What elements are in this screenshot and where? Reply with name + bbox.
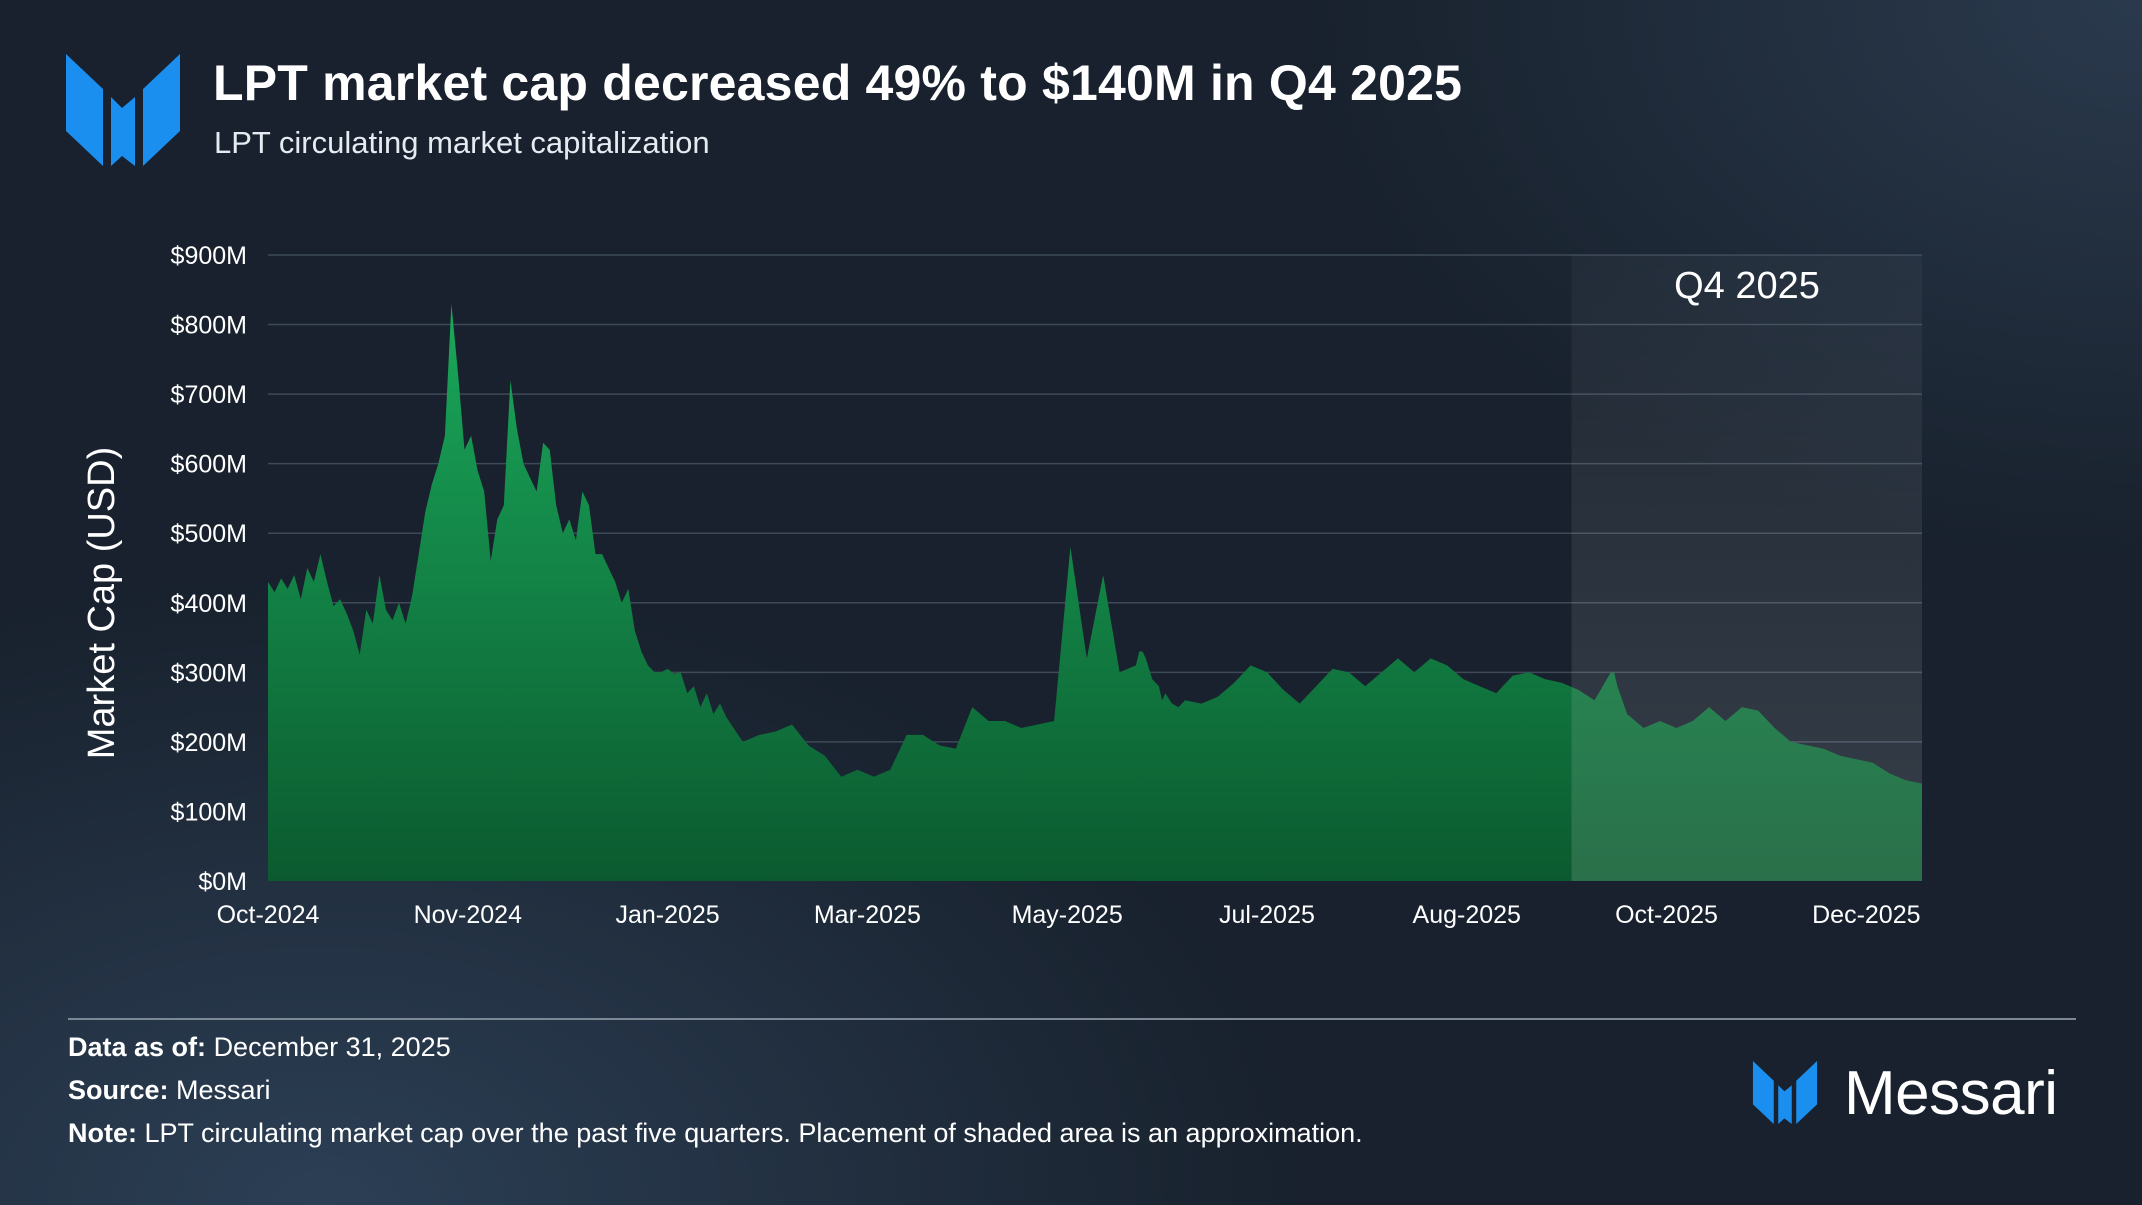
- market-cap-area-series: [268, 303, 1922, 881]
- source-label: Source:: [68, 1075, 169, 1105]
- messari-brand-name: Messari: [1844, 1059, 2058, 1128]
- page-subtitle: LPT circulating market capitalization: [214, 125, 710, 160]
- q4-2025-label: Q4 2025: [1674, 265, 1820, 307]
- x-tick-label: Oct-2025: [1615, 901, 1718, 929]
- market-cap-chart: $0M $100M $200M $300M $400M $500M $600M $700M $8…: [81, 242, 1922, 929]
- note-label: Note:: [68, 1118, 137, 1148]
- x-tick-label: May-2025: [1012, 901, 1123, 929]
- data-as-of-label: Data as of:: [68, 1032, 207, 1062]
- y-axis-label: Market Cap (USD): [81, 447, 123, 760]
- y-tick-label: $400M: [171, 590, 247, 618]
- messari-brand-icon: [1752, 1061, 1818, 1124]
- data-as-of-value: December 31, 2025: [213, 1032, 451, 1062]
- x-tick-label: Dec-2025: [1812, 901, 1920, 929]
- note-value: LPT circulating market cap over the past…: [144, 1118, 1363, 1148]
- y-tick-label: $0M: [198, 868, 247, 896]
- x-tick-label: Nov-2024: [414, 901, 522, 929]
- x-tick-label: Aug-2025: [1413, 901, 1521, 929]
- y-tick-label: $800M: [171, 312, 247, 340]
- messari-logo-icon: [66, 54, 180, 166]
- data-as-of-line: Data as of: December 31, 2025: [68, 1032, 451, 1063]
- y-tick-label: $100M: [171, 798, 247, 826]
- y-tick-label: $900M: [171, 242, 247, 270]
- x-tick-label: Oct-2024: [217, 901, 320, 929]
- y-tick-label: $700M: [171, 381, 247, 409]
- page-title: LPT market cap decreased 49% to $140M in…: [213, 55, 1463, 111]
- messari-brand: Messari: [1752, 1058, 2082, 1128]
- note-line: Note: LPT circulating market cap over th…: [68, 1118, 1363, 1149]
- y-tick-label: $200M: [171, 729, 247, 757]
- footer-divider: [68, 1018, 2076, 1020]
- x-tick-label: Mar-2025: [814, 901, 921, 929]
- x-tick-label: Jul-2025: [1219, 901, 1315, 929]
- source-line: Source: Messari: [68, 1075, 271, 1106]
- q4-2025-shaded-region: [1571, 255, 1922, 881]
- y-tick-label: $500M: [171, 520, 247, 548]
- x-tick-label: Jan-2025: [615, 901, 719, 929]
- y-tick-label: $600M: [171, 451, 247, 479]
- y-tick-label: $300M: [171, 659, 247, 687]
- source-value: Messari: [176, 1075, 271, 1105]
